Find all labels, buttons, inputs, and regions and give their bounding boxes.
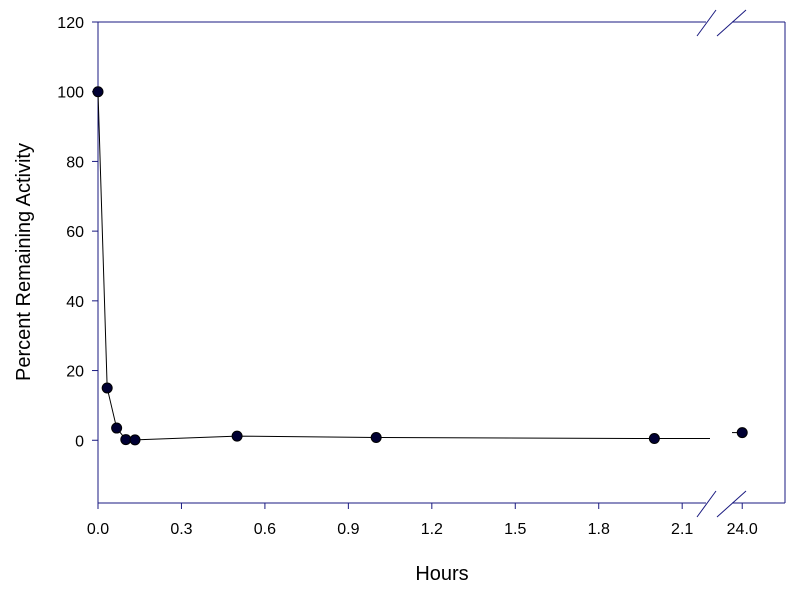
series-points [92,86,748,446]
x-axis: 0.0 0.3 0.6 0.9 1.2 1.5 1.8 2.1 24.0 [87,503,758,538]
data-point [111,422,123,434]
x-tick-label: 0.9 [337,521,359,538]
data-point [231,430,243,442]
data-point [129,434,141,446]
y-axis-title: Percent Remaining Activity [13,143,35,381]
plot-frame [97,21,786,504]
y-tick-label: 0 [75,433,84,450]
axis-break-mark [716,490,747,518]
y-tick-label: 100 [57,85,84,102]
series-line [97,91,710,441]
data-point [101,382,113,394]
y-tick-label: 40 [66,294,84,311]
x-axis-title: Hours [415,563,468,585]
y-tick-label: 80 [66,154,84,171]
x-tick-label: 1.2 [421,521,443,538]
axis-break-marks [696,9,747,518]
data-point [120,434,132,446]
data-point [736,427,748,439]
x-tick-label: 0.3 [170,521,192,538]
axis-break-mark [696,490,717,518]
y-tick-label: 60 [66,224,84,241]
y-axis: 0 20 40 60 80 100 120 [57,15,98,450]
data-point [648,433,660,445]
x-tick-label: 0.6 [254,521,276,538]
y-tick-label: 120 [57,15,84,32]
series-lines [97,91,743,441]
axis-break-mark [716,9,747,37]
x-tick-label: 1.5 [504,521,526,538]
x-tick-label: 1.8 [588,521,610,538]
axis-break-mark [696,9,717,37]
data-point [92,86,104,98]
x-tick-label: 0.0 [87,521,109,538]
x-tick-label: 24.0 [727,521,758,538]
y-tick-label: 20 [66,364,84,381]
x-tick-label: 2.1 [671,521,693,538]
data-point [370,431,382,443]
